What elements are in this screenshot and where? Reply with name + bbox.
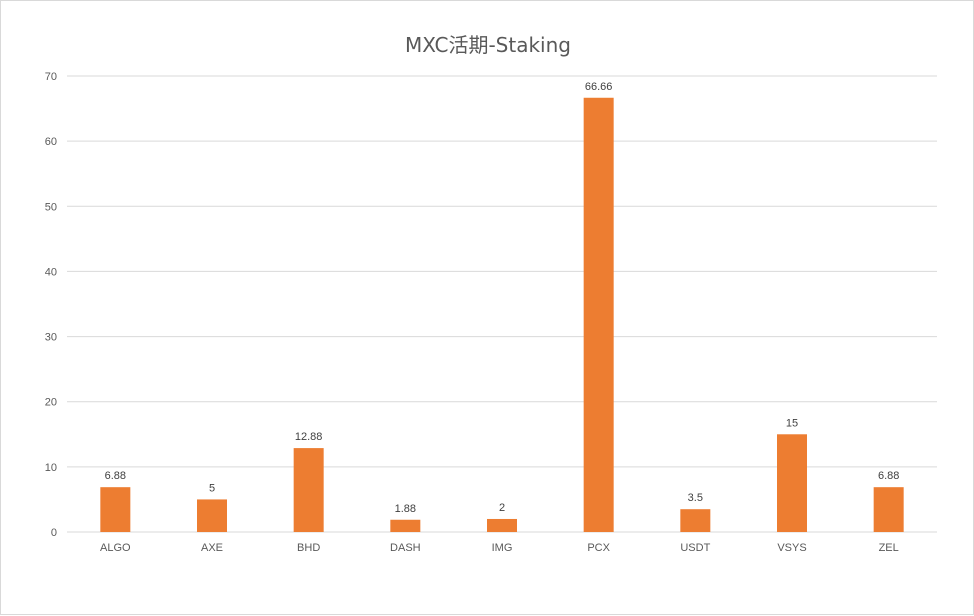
- x-axis-ticks: ALGO AXE BHD DASH IMG PCX USDT VSYS ZEL: [100, 542, 899, 554]
- data-label: 6.88: [878, 470, 899, 482]
- bar: [583, 97, 614, 532]
- data-label: 3.5: [688, 492, 703, 504]
- bar: [777, 434, 807, 532]
- data-label: 15: [786, 417, 798, 429]
- x-tick-label: ZEL: [879, 542, 899, 554]
- bar: [293, 448, 324, 532]
- x-tick-label: USDT: [680, 542, 710, 554]
- y-tick-label: 30: [45, 332, 57, 344]
- x-tick-label: IMG: [492, 542, 513, 554]
- x-tick-label: ALGO: [100, 542, 131, 554]
- data-labels: 6.88 5 12.88 1.88 2 66.66 3.5 15 6.88: [105, 81, 900, 515]
- bar: [390, 519, 421, 532]
- bar: [873, 487, 904, 532]
- y-tick-label: 10: [45, 462, 57, 474]
- data-label: 12.88: [295, 431, 323, 443]
- y-tick-label: 20: [45, 397, 57, 409]
- data-label: 5: [209, 482, 215, 494]
- data-label: 6.88: [105, 470, 126, 482]
- y-tick-label: 0: [51, 527, 57, 539]
- y-axis-ticks: 0 10 20 30 40 50 60 70: [45, 71, 57, 539]
- bar: [100, 487, 131, 532]
- x-tick-label: AXE: [201, 542, 223, 554]
- x-tick-label: BHD: [297, 542, 320, 554]
- y-tick-label: 70: [45, 71, 57, 83]
- data-label: 66.66: [585, 81, 613, 93]
- data-label: 2: [499, 502, 505, 514]
- y-tick-label: 40: [45, 266, 57, 278]
- bar: [197, 499, 227, 532]
- x-tick-label: DASH: [390, 542, 421, 554]
- x-tick-label: VSYS: [777, 542, 806, 554]
- data-label: 1.88: [395, 503, 416, 515]
- bar: [680, 509, 711, 532]
- y-tick-label: 50: [45, 201, 57, 213]
- x-tick-label: PCX: [587, 542, 610, 554]
- bar-series: [100, 97, 904, 532]
- chart-title: MXC活期-Staking: [405, 33, 571, 57]
- y-tick-label: 60: [45, 136, 57, 148]
- bar: [487, 518, 517, 532]
